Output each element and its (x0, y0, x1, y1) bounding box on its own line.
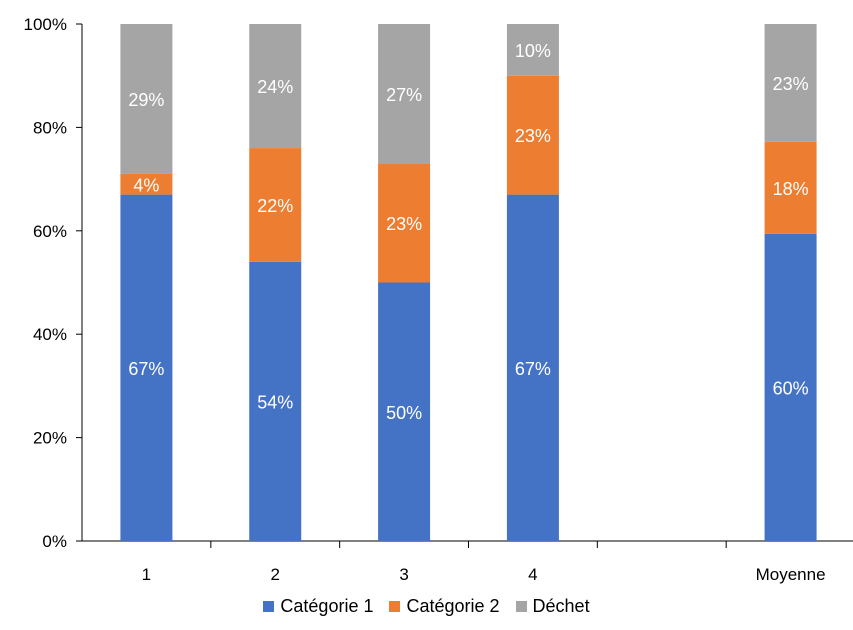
legend-swatch-categorie-2 (389, 601, 401, 612)
data-label: 10% (515, 41, 551, 61)
y-tick-label: 0% (42, 532, 67, 551)
y-tick-label: 80% (33, 118, 67, 137)
data-label: 29% (128, 90, 164, 110)
x-tick-label: 4 (528, 565, 537, 584)
x-tick-label: 3 (399, 565, 408, 584)
bar-segment (378, 282, 431, 541)
x-tick-label: 2 (271, 565, 280, 584)
data-label: 22% (257, 196, 293, 216)
bar-segment (120, 194, 173, 542)
y-tick-label: 60% (33, 222, 67, 241)
bar-segment (378, 163, 431, 283)
bar-segment (249, 261, 302, 541)
data-label: 24% (257, 77, 293, 97)
legend: Catégorie 1 Catégorie 2 Déchet (0, 596, 853, 617)
legend-swatch-categorie-1 (263, 601, 275, 612)
bar-segment (120, 173, 173, 195)
x-tick-label: 1 (142, 565, 151, 584)
data-label: 67% (515, 359, 551, 379)
data-label: 27% (386, 85, 422, 105)
data-label: 23% (515, 126, 551, 146)
bar-segment (249, 148, 302, 262)
y-tick-label: 40% (33, 325, 67, 344)
legend-item-categorie-1: Catégorie 1 (263, 596, 373, 617)
legend-item-dechet: Déchet (515, 596, 590, 617)
bar-segment (764, 141, 817, 234)
legend-swatch-dechet (515, 601, 527, 612)
y-tick-label: 100% (24, 15, 67, 34)
bar-segment (506, 75, 559, 195)
bar-segment (378, 24, 431, 164)
data-label: 4% (133, 175, 159, 195)
y-tick-label: 20% (33, 429, 67, 448)
data-label: 60% (773, 378, 809, 398)
bar-segment (764, 24, 817, 142)
bar-segment (120, 24, 173, 174)
x-axis: 1 2 3 4 Moyenne (82, 540, 853, 584)
data-label: 50% (386, 403, 422, 423)
bar-segment (506, 24, 559, 76)
data-label: 67% (128, 359, 164, 379)
legend-label-categorie-2: Catégorie 2 (406, 596, 500, 616)
data-label: 18% (773, 179, 809, 199)
data-label: 54% (257, 392, 293, 412)
bars: 67% 4% 29% 54% 22% 24% 50% 23% 27% 67% 23% 10% 60% 18… (120, 24, 817, 542)
bar-segment (249, 24, 302, 149)
legend-label-dechet: Déchet (532, 596, 590, 616)
data-label: 23% (386, 214, 422, 234)
legend-label-categorie-1: Catégorie 1 (280, 596, 374, 616)
bar-segment (506, 194, 559, 542)
legend-item-categorie-2: Catégorie 2 (389, 596, 500, 617)
bar-segment (764, 233, 817, 542)
x-tick-label: Moyenne (756, 565, 826, 584)
y-axis: 0% 20% 40% 60% 80% 100% (24, 15, 83, 551)
data-label: 23% (773, 74, 809, 94)
